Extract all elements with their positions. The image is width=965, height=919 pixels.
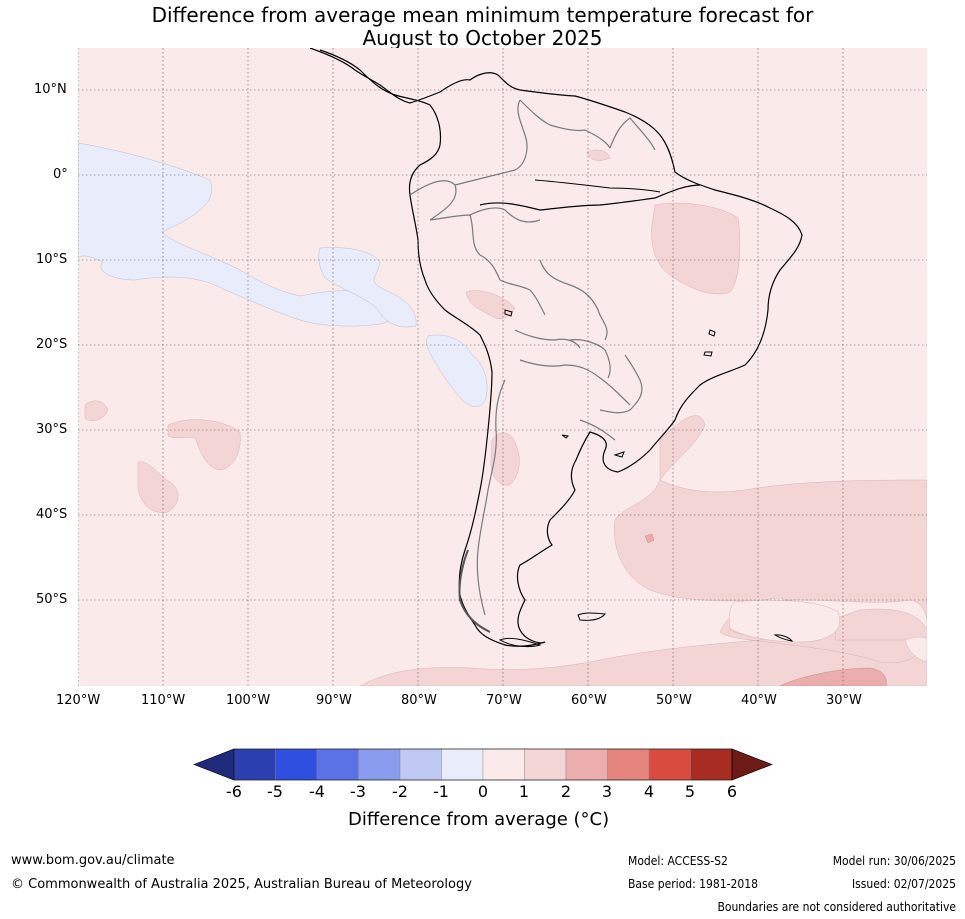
lon-label-100w: 100°W (226, 693, 271, 708)
warm-anomaly-region (465, 290, 516, 319)
lon-label-110w: 110°W (141, 693, 186, 708)
model-run-text: Model run: 30/06/2025 (832, 854, 956, 868)
colorbar (193, 748, 773, 781)
colorbar-tick: 4 (643, 782, 655, 801)
colorbar-segment (607, 748, 650, 781)
copyright-text: © Commonwealth of Australia 2025, Austra… (11, 877, 472, 892)
colorbar-label: Difference from average (°C) (348, 809, 610, 830)
colorbar-segment (275, 748, 318, 781)
colorbar-arrow-low (193, 748, 235, 781)
colorbar-tick: 5 (684, 782, 696, 801)
near-average-region (728, 599, 840, 643)
south-georgia (773, 634, 794, 642)
colorbar-tick: -5 (267, 782, 283, 801)
lon-label-70w: 70°W (486, 693, 522, 708)
colorbar-segment (524, 748, 567, 781)
warm-anomaly-region (651, 202, 741, 295)
warmer-anomaly-region (779, 667, 887, 686)
lon-label-80w: 80°W (401, 693, 437, 708)
disclaimer-text: Boundaries are not considered authoritat… (717, 900, 956, 914)
colorbar-tick: -6 (226, 782, 242, 801)
country-borders (409, 99, 656, 616)
lon-label-40w: 40°W (741, 693, 777, 708)
chile-fjords (458, 549, 491, 633)
warm-anomaly-region (490, 432, 520, 486)
colorbar-tick: -2 (392, 782, 408, 801)
lon-label-120w: 120°W (56, 693, 101, 708)
colorbar-ticks: -6 -5 -4 -3 -2 -1 0 1 2 3 4 5 6 (0, 782, 965, 802)
colorbar-segment (565, 748, 608, 781)
colorbar-tick: 0 (477, 782, 489, 801)
falkland-islands (577, 612, 606, 621)
colorbar-segment (648, 748, 691, 781)
lat-label-0: 0° (53, 167, 68, 182)
cool-anomaly-region (318, 247, 417, 328)
colorbar-tick: 6 (726, 782, 738, 801)
lat-label-40s: 40°S (36, 507, 68, 522)
lake (703, 351, 713, 357)
chart-title: Difference from average mean minimum tem… (0, 4, 965, 50)
warm-anomaly-region (137, 461, 179, 513)
warm-anomaly-region (586, 149, 611, 161)
colorbar-tick: -1 (433, 782, 449, 801)
website-text: www.bom.gov.au/climate (11, 853, 175, 868)
colorbar-segment (690, 748, 733, 781)
river (534, 179, 661, 193)
near-average-region (904, 636, 927, 663)
colorbar-tick: 2 (560, 782, 572, 801)
lon-label-50w: 50°W (656, 693, 692, 708)
lat-label-20s: 20°S (36, 337, 68, 352)
south-america-coastline (309, 48, 803, 647)
colorbar-arrow-high (731, 748, 773, 781)
lake (613, 451, 625, 458)
lat-label-30s: 30°S (36, 422, 68, 437)
amazon-river (479, 184, 701, 211)
colorbar-outline (233, 748, 733, 781)
warm-anomaly-region (84, 400, 109, 421)
colorbar-segment (233, 748, 276, 781)
lon-label-30w: 30°W (826, 693, 862, 708)
colorbar-segment (399, 748, 442, 781)
title-line-1: Difference from average mean minimum tem… (151, 3, 814, 27)
warmer-anomaly-region (644, 533, 655, 544)
colorbar-tick: -3 (350, 782, 366, 801)
cool-anomaly-region (426, 334, 488, 407)
lake (504, 309, 513, 317)
lat-label-10n: 10°N (34, 82, 67, 97)
lon-label-60w: 60°W (571, 693, 607, 708)
lon-label-90w: 90°W (316, 693, 352, 708)
warm-anomaly-region (167, 419, 241, 471)
colorbar-tick: 1 (518, 782, 530, 801)
lake (561, 434, 570, 439)
lat-label-10s: 10°S (36, 252, 68, 267)
colorbar-segment (441, 748, 484, 781)
colorbar-tick: 3 (601, 782, 613, 801)
colorbar-tick: -4 (309, 782, 325, 801)
model-text: Model: ACCESS-S2 (628, 854, 728, 868)
colorbar-segment (482, 748, 525, 781)
base-period-text: Base period: 1981-2018 (628, 877, 759, 891)
issued-text: Issued: 02/07/2025 (851, 877, 956, 891)
tierra-del-fuego (498, 637, 542, 648)
lake (708, 329, 716, 337)
lat-label-50s: 50°S (36, 592, 68, 607)
map-area (78, 48, 927, 686)
graticule (78, 48, 927, 686)
colorbar-segment (358, 748, 401, 781)
colorbar-segment (316, 748, 359, 781)
title-line-2: August to October 2025 (362, 26, 603, 50)
